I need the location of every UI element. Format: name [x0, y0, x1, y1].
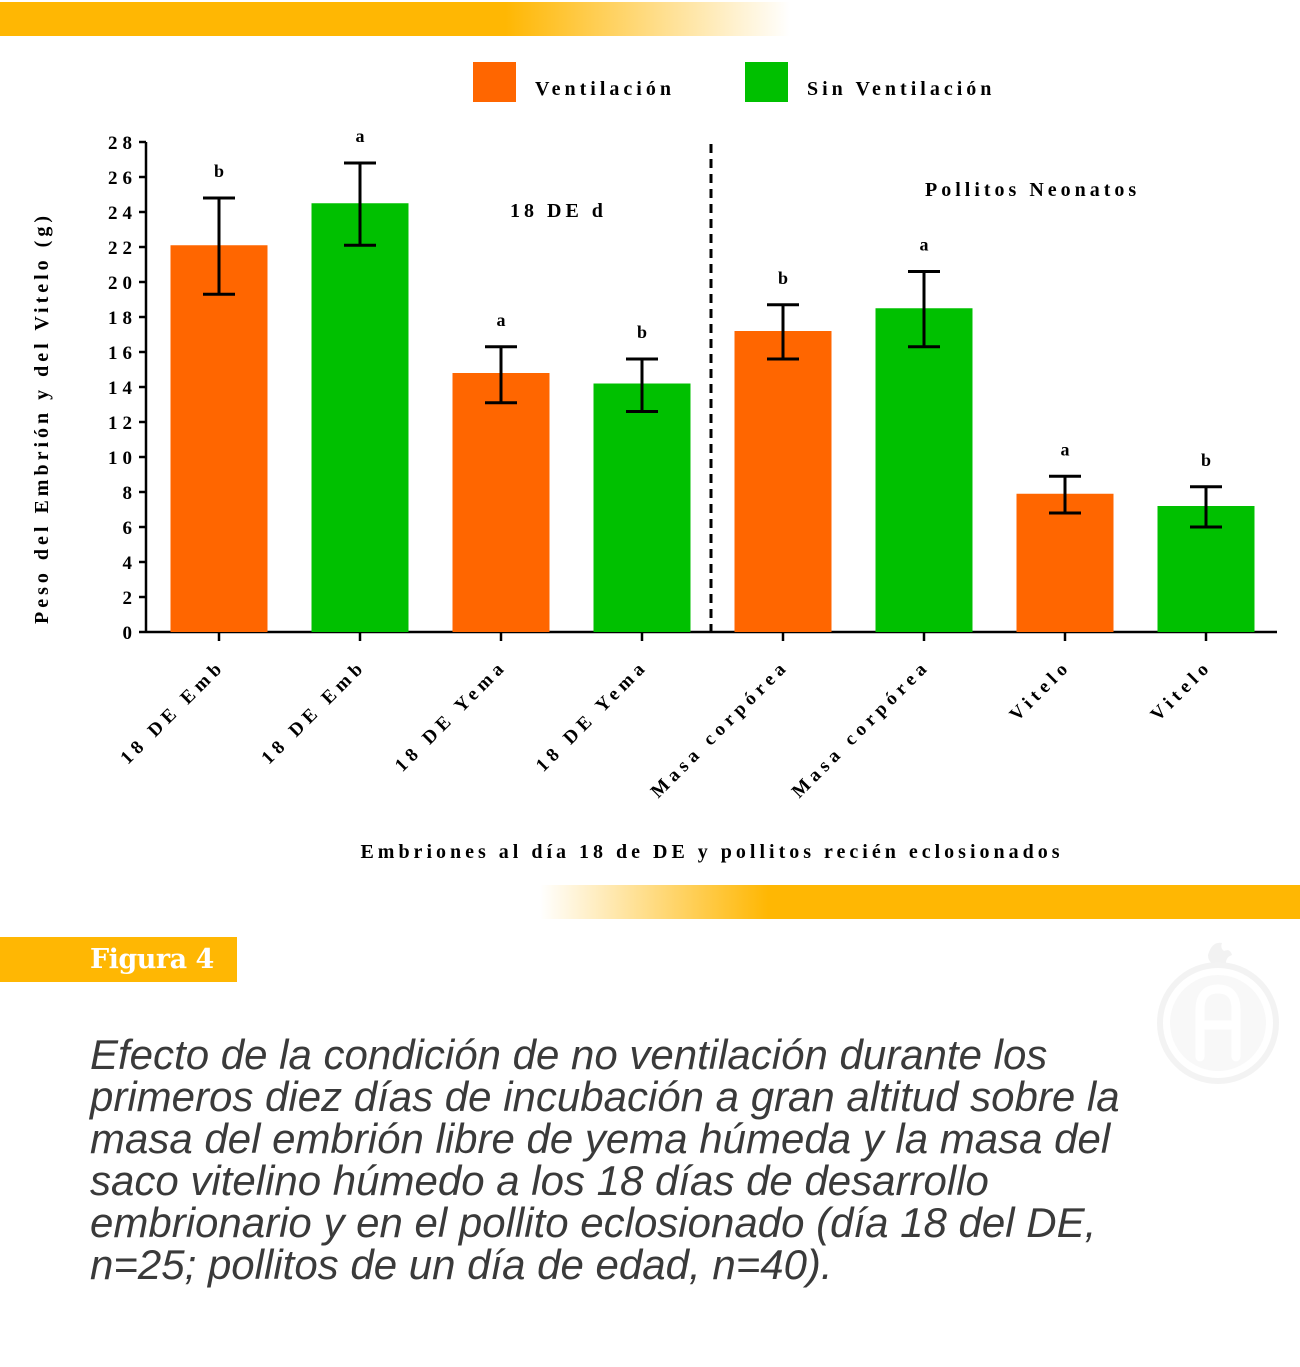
y-axis-title: Peso del Embrión y del Vitelo (g) — [31, 212, 53, 624]
significance-label: a — [920, 235, 929, 255]
x-tick-label: 18 DE Yema — [532, 656, 653, 777]
x-axis-title: Embriones al día 18 de DE y pollitos rec… — [360, 841, 1063, 863]
top-accent-bar — [0, 2, 790, 36]
x-tick-label: Vitelo — [1006, 656, 1076, 726]
y-tick-label: 6 — [123, 518, 138, 539]
x-tick-label: Vitelo — [1147, 656, 1217, 726]
group-label-pollitos-neonatos: Pollitos Neonatos — [925, 179, 1140, 201]
bar — [170, 245, 268, 632]
y-tick-label: 8 — [123, 483, 138, 504]
significance-label: b — [778, 268, 788, 288]
x-tick-label: Masa corpórea — [788, 656, 935, 803]
significance-label: b — [1201, 450, 1211, 470]
significance-label: a — [356, 126, 365, 146]
bars-group: b a a b b a a b — [170, 126, 1255, 632]
group-label-18-de-d: 18 DE d — [510, 200, 607, 222]
y-tick-label: 16 — [108, 343, 137, 364]
y-tick-label: 14 — [108, 378, 137, 399]
y-tick-label: 4 — [123, 553, 138, 574]
middle-accent-bar — [540, 885, 1300, 919]
figure-caption: Efecto de la condición de no ventilación… — [90, 1031, 1120, 1288]
y-tick-label: 18 — [108, 308, 137, 329]
x-tick-label: 18 DE Emb — [257, 656, 370, 769]
bar-chart: Ventilación Sin Ventilación 024681012141… — [31, 62, 1277, 863]
y-tick-label: 0 — [123, 623, 138, 644]
y-tick-label: 26 — [108, 168, 137, 189]
legend-swatch-ventilacion — [473, 62, 516, 102]
bar — [734, 331, 832, 632]
bar — [875, 308, 973, 632]
y-tick-label: 22 — [108, 238, 137, 259]
bar — [593, 383, 691, 632]
significance-label: b — [637, 322, 647, 342]
y-tick-label: 24 — [108, 203, 137, 224]
figure-label: Figura 4 — [0, 937, 237, 982]
x-tick-label: 18 DE Yema — [391, 656, 512, 777]
x-tick-label: 18 DE Emb — [116, 656, 229, 769]
significance-label: b — [214, 161, 224, 181]
x-tick-labels: 18 DE Emb 18 DE Emb 18 DE Yema 18 DE YemaMa… — [116, 632, 1217, 803]
y-tick-label: 28 — [108, 133, 137, 154]
y-tick-label: 20 — [108, 273, 137, 294]
y-tick-label: 12 — [108, 413, 137, 434]
legend: Ventilación Sin Ventilación — [473, 62, 995, 102]
bar — [1016, 493, 1114, 632]
y-tick-label: 2 — [123, 588, 138, 609]
significance-label: a — [1061, 439, 1070, 459]
y-tick-label: 10 — [108, 448, 137, 469]
significance-label: a — [497, 310, 506, 330]
legend-swatch-sin-ventilacion — [745, 62, 788, 102]
bar — [452, 373, 550, 632]
legend-label-sin-ventilacion: Sin Ventilación — [807, 78, 995, 100]
x-tick-label: Masa corpórea — [647, 656, 794, 803]
bar — [311, 203, 409, 632]
legend-label-ventilacion: Ventilación — [535, 78, 675, 100]
rooster-a-logo-icon — [1157, 942, 1279, 1084]
